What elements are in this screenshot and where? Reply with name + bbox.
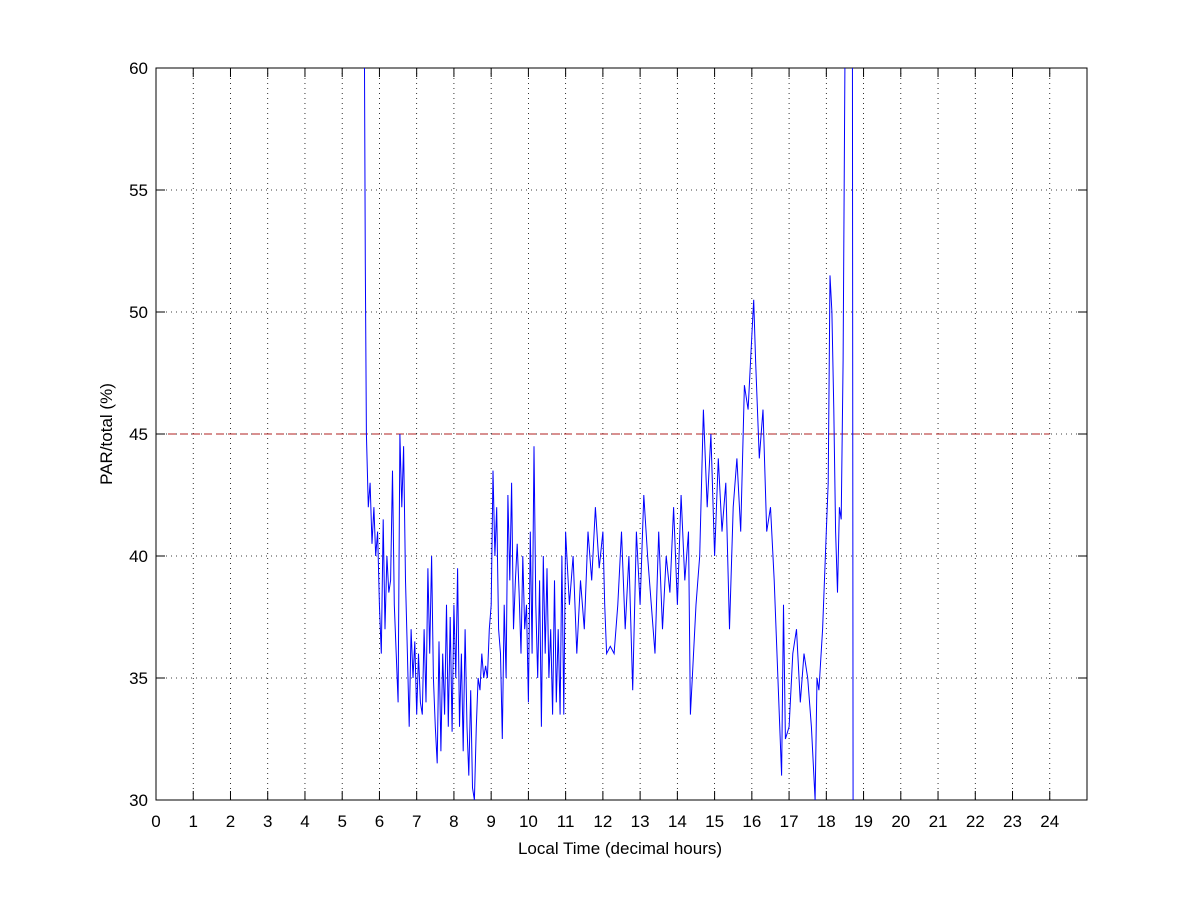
y-tick-label: 35	[129, 669, 148, 688]
x-axis-label: Local Time (decimal hours)	[518, 839, 722, 858]
x-tick-label: 19	[854, 812, 873, 831]
x-tick-label: 22	[966, 812, 985, 831]
y-tick-label: 30	[129, 791, 148, 810]
y-axis-label: PAR/total (%)	[97, 383, 116, 485]
data-line	[363, 68, 854, 800]
x-tick-label: 23	[1003, 812, 1022, 831]
x-tick-label: 16	[742, 812, 761, 831]
x-tick-label: 4	[300, 812, 309, 831]
x-tick-label: 11	[557, 812, 575, 831]
x-tick-label: 3	[263, 812, 272, 831]
x-tick-label: 24	[1040, 812, 1059, 831]
y-tick-label: 50	[129, 303, 148, 322]
x-tick-label: 6	[375, 812, 384, 831]
x-tick-label: 17	[780, 812, 799, 831]
y-tick-label: 40	[129, 547, 148, 566]
x-tick-label: 21	[929, 812, 948, 831]
x-tick-label: 7	[412, 812, 421, 831]
x-tick-label: 13	[631, 812, 650, 831]
x-tick-label: 9	[486, 812, 495, 831]
y-tick-label: 55	[129, 181, 148, 200]
x-tick-label: 1	[189, 812, 198, 831]
x-tick-label: 2	[226, 812, 235, 831]
x-tick-label: 14	[668, 812, 687, 831]
x-tick-label: 20	[891, 812, 910, 831]
x-tick-label: 15	[705, 812, 724, 831]
x-tick-label: 18	[817, 812, 836, 831]
x-tick-label: 5	[337, 812, 346, 831]
x-tick-label: 12	[593, 812, 612, 831]
x-tick-label: 10	[519, 812, 538, 831]
y-tick-label: 45	[129, 425, 148, 444]
x-tick-label: 0	[151, 812, 160, 831]
y-tick-label: 60	[129, 59, 148, 78]
x-tick-label: 8	[449, 812, 458, 831]
